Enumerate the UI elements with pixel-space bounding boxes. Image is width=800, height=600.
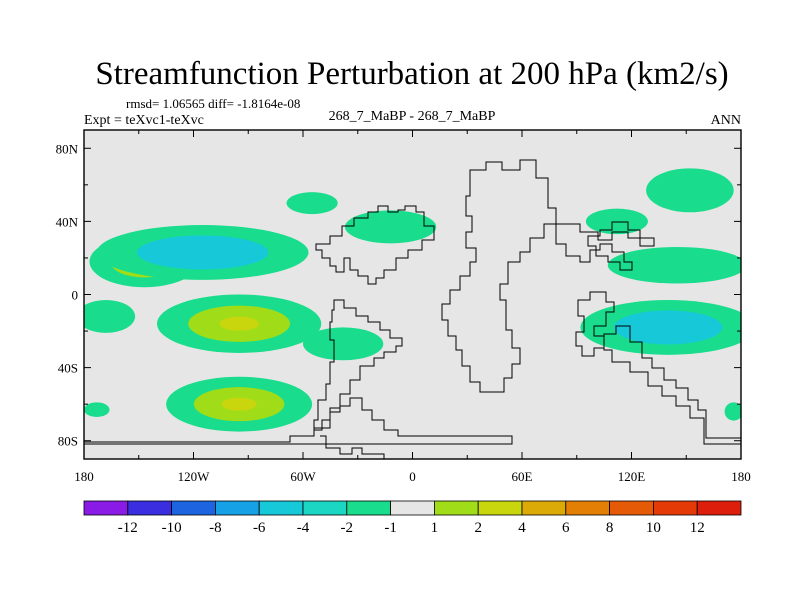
anomaly-14-level-1: [724, 402, 741, 421]
colorbar-label: -6: [253, 520, 266, 536]
anomaly-9-level-1: [84, 402, 110, 417]
y-axis: 80N 40N 0 40S 80S: [56, 141, 741, 449]
anomaly-7-level-1: [303, 327, 384, 361]
anomaly-6-level-1: [84, 299, 136, 333]
anomaly-2-level--1: [136, 235, 269, 270]
colorbar-swatch-15: [696, 500, 742, 516]
coastline-antarctica: [84, 397, 513, 445]
x-tick-label: 120E: [618, 469, 646, 484]
coastline-south-america: [313, 299, 403, 431]
colorbar-label: -12: [118, 520, 138, 536]
anomaly-12-level-1: [607, 246, 741, 284]
y-tick-label: 40S: [58, 361, 78, 376]
anomaly-11-level-1: [585, 208, 648, 235]
colorbar-label: 12: [690, 520, 705, 536]
colorbar-swatch-7: [346, 500, 391, 516]
x-tick-label: 60E: [512, 469, 533, 484]
anomaly-layer: [84, 168, 741, 432]
experiment-label: Expt = teXvc1-teXvc: [84, 113, 204, 128]
colorbar-swatch-2: [127, 500, 173, 516]
coastline-eurasia-east: [555, 221, 655, 271]
anomaly-10-level-1: [646, 168, 734, 213]
colorbar-swatch-3: [171, 500, 216, 516]
coastline-africa: [441, 159, 557, 393]
colorbar-label: -10: [162, 520, 182, 536]
colorbar-swatch-13: [609, 500, 654, 516]
y-tick-label: 0: [72, 288, 79, 303]
colorbar-swatch-12: [565, 500, 610, 516]
colorbar-label: -1: [384, 520, 397, 536]
colorbar-swatch-9: [433, 500, 479, 516]
anomaly-8-level-4: [221, 397, 257, 411]
coastline-australia: [603, 325, 741, 445]
map-panel: [83, 129, 742, 460]
coastline-north-america: [315, 205, 435, 285]
x-tick-label: 60W: [290, 469, 316, 484]
colorbar-label: 6: [562, 520, 570, 536]
x-tick-label: 120W: [178, 469, 211, 484]
y-tick-label: 40N: [56, 214, 79, 229]
x-axis: 180 120W 60W 0 60E 120E 180: [74, 130, 751, 484]
colorbar-label: 8: [606, 520, 614, 536]
colorbar-swatch-11: [521, 500, 567, 516]
colorbar-swatch-10: [477, 500, 523, 516]
y-tick-label: 80S: [58, 434, 78, 449]
colorbar-swatch-4: [214, 500, 260, 516]
colorbar-label: -2: [341, 520, 354, 536]
colorbar-label: -4: [297, 520, 310, 536]
coastline-antarctic-peninsula: [320, 435, 385, 459]
coastline-layer: [84, 159, 741, 459]
y-tick-label: 80N: [56, 141, 79, 156]
x-tick-label: 180: [74, 469, 94, 484]
stats-label: rmsd= 1.06565 diff= -1.8164e-08: [126, 96, 300, 111]
case-label: 268_7_MaBP - 268_7_MaBP: [329, 109, 496, 124]
colorbar-label: -8: [209, 520, 222, 536]
colorbar-swatch-1: [83, 500, 129, 516]
colorbar-swatch-5: [258, 500, 304, 516]
colorbar: -12 -10 -8 -6 -4 -2 -1 1 2 4 6 8 10 12: [83, 500, 742, 536]
anomaly-13-level--1: [613, 310, 723, 345]
x-tick-label: 180: [731, 469, 751, 484]
colorbar-label: 1: [431, 520, 439, 536]
anomaly-4-level-1: [344, 210, 437, 244]
season-label: ANN: [711, 113, 741, 128]
colorbar-swatch-6: [302, 500, 348, 516]
colorbar-swatch-8: [390, 500, 435, 516]
chart-title: Streamfunction Perturbation at 200 hPa (…: [95, 56, 728, 92]
colorbar-swatch-14: [653, 500, 698, 516]
colorbar-label: 2: [474, 520, 482, 536]
colorbar-label: 4: [518, 520, 526, 536]
colorbar-label: 10: [646, 520, 661, 536]
x-tick-label: 0: [409, 469, 416, 484]
anomaly-3-level-1: [286, 192, 338, 215]
anomaly-5-level-4: [219, 316, 259, 331]
